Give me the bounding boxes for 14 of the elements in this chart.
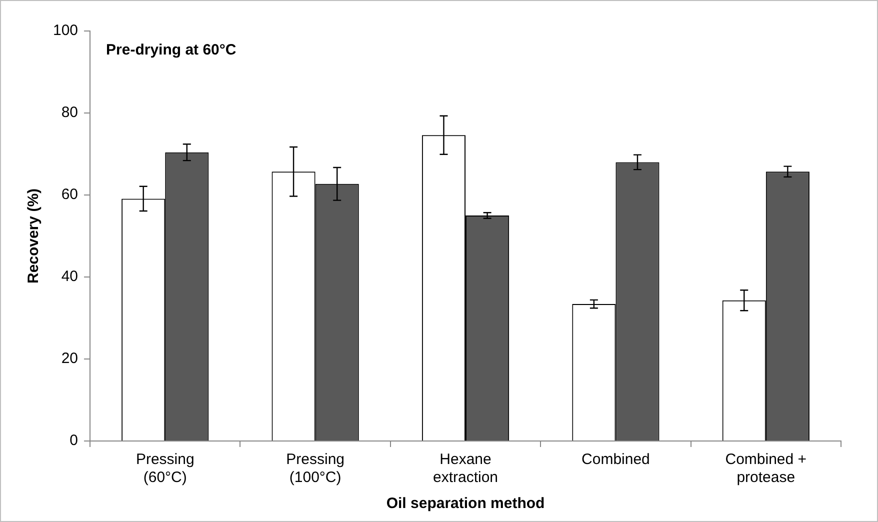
- y-tick-label: 100: [52, 22, 78, 40]
- y-tick-label: 60: [61, 186, 78, 204]
- x-tick-label: Pressing (100°C): [286, 451, 344, 486]
- x-tick-label: Pressing (60°C): [136, 451, 194, 486]
- x-tick-label: Combined + protease: [725, 451, 807, 486]
- annotation: Pre-drying at 60°C: [106, 42, 236, 59]
- y-tick-label: 20: [61, 350, 78, 368]
- x-tick-label: Combined: [582, 451, 650, 468]
- x-tick-label: Hexane extraction: [432, 451, 498, 486]
- y-tick-label: 80: [61, 104, 78, 122]
- y-axis-title: Recovery (%): [25, 188, 42, 284]
- x-axis-title: Oil separation method: [386, 495, 545, 512]
- y-tick-label: 40: [61, 268, 78, 286]
- y-tick-label: 0: [70, 432, 78, 450]
